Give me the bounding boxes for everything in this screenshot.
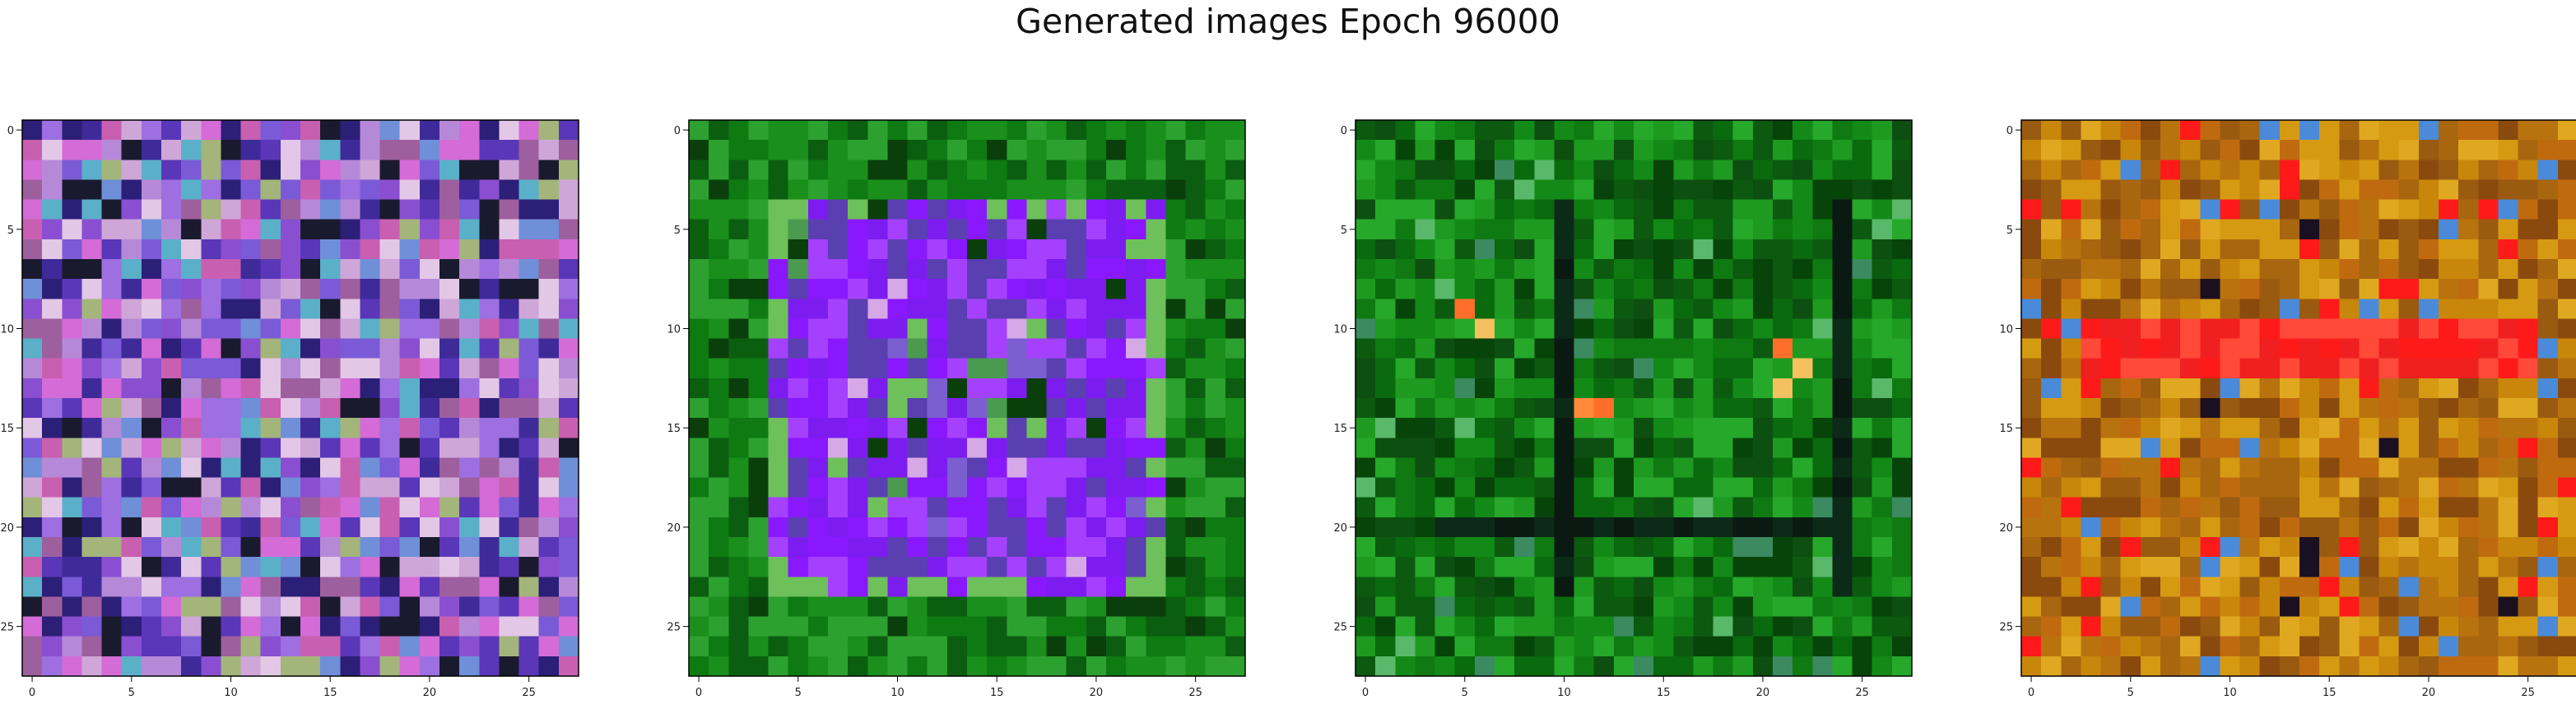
x-tick-label: 25 <box>522 687 536 699</box>
y-tick-label: 0 <box>674 125 681 137</box>
x-tick-label: 5 <box>795 687 802 699</box>
y-tick-label: 10 <box>1999 324 2013 336</box>
y-tick-label: 15 <box>667 423 681 435</box>
y-tick-label: 10 <box>0 324 14 336</box>
x-tick-label: 10 <box>1557 687 1571 699</box>
x-tick-label: 25 <box>1855 687 1869 699</box>
x-tick-label: 10 <box>890 687 904 699</box>
y-tick-label: 5 <box>2006 225 2013 237</box>
y-tick-label: 15 <box>0 423 14 435</box>
generated-image-panel-1: 0 5 10 15 20 25 0 5 10 15 20 25 <box>0 119 579 699</box>
y-tick-label: 10 <box>667 324 681 336</box>
x-tick-label: 25 <box>1188 687 1202 699</box>
x-tick-label: 25 <box>2521 687 2535 699</box>
y-tick-label: 10 <box>1333 324 1347 336</box>
y-tick-label: 0 <box>7 125 14 137</box>
generated-image-panel-2: 0 5 10 15 20 25 0 5 10 15 20 25 <box>667 119 1246 699</box>
y-tick-label: 25 <box>1333 622 1347 634</box>
y-tick-label: 20 <box>0 522 14 535</box>
axes-frame <box>21 119 579 677</box>
x-tick-label: 10 <box>2223 687 2237 699</box>
x-tick-label: 0 <box>2028 687 2034 699</box>
generated-image-4 <box>2021 120 2576 676</box>
x-tick-label: 15 <box>990 687 1004 699</box>
y-tick-label: 15 <box>1333 423 1347 435</box>
axes-frame <box>2020 119 2576 677</box>
generated-image-panel-3: 0 5 10 15 20 25 0 5 10 15 20 25 <box>1333 119 1913 699</box>
x-tick-label: 0 <box>29 687 35 699</box>
y-tick-label: 20 <box>667 522 681 535</box>
axes-1: 0 5 10 15 20 25 0 5 10 15 20 25 <box>0 119 579 699</box>
axes-frame <box>688 119 1246 677</box>
y-tick-label: 5 <box>7 225 14 237</box>
y-tick-label: 25 <box>1999 622 2013 634</box>
y-tick-label: 15 <box>1999 423 2013 435</box>
x-tick-label: 0 <box>1362 687 1369 699</box>
y-tick-label: 20 <box>1999 522 2013 535</box>
axes-2: 0 5 10 15 20 25 0 5 10 15 20 25 <box>667 119 1246 699</box>
x-tick-label: 0 <box>695 687 702 699</box>
x-tick-label: 20 <box>1756 687 1770 699</box>
x-tick-label: 15 <box>1657 687 1671 699</box>
x-tick-label: 15 <box>2323 687 2337 699</box>
generated-image-panel-4: 0 5 10 15 20 25 0 5 10 15 20 25 <box>1999 119 2576 699</box>
x-tick-label: 20 <box>423 687 437 699</box>
y-tick-label: 20 <box>1333 522 1347 535</box>
y-tick-label: 5 <box>1341 225 1347 237</box>
y-tick-label: 25 <box>0 622 14 634</box>
x-tick-label: 15 <box>323 687 337 699</box>
x-tick-label: 5 <box>128 687 135 699</box>
axes-4: 0 5 10 15 20 25 0 5 10 15 20 25 <box>1999 119 2576 699</box>
x-tick-label: 20 <box>2422 687 2436 699</box>
y-tick-label: 0 <box>1341 125 1347 137</box>
axes-frame <box>1355 119 1913 677</box>
x-tick-label: 5 <box>2127 687 2134 699</box>
y-tick-label: 0 <box>2006 125 2013 137</box>
x-tick-label: 20 <box>1090 687 1104 699</box>
x-tick-label: 10 <box>224 687 238 699</box>
generated-image-1 <box>22 120 579 676</box>
axes-3: 0 5 10 15 20 25 0 5 10 15 20 25 <box>1333 119 1913 699</box>
y-tick-label: 25 <box>667 622 681 634</box>
x-tick-label: 5 <box>1462 687 1468 699</box>
figure-title: Generated images Epoch 96000 <box>1016 2 1560 41</box>
y-tick-label: 5 <box>674 225 681 237</box>
generated-image-2 <box>689 120 1245 676</box>
generated-image-3 <box>1355 120 1912 676</box>
